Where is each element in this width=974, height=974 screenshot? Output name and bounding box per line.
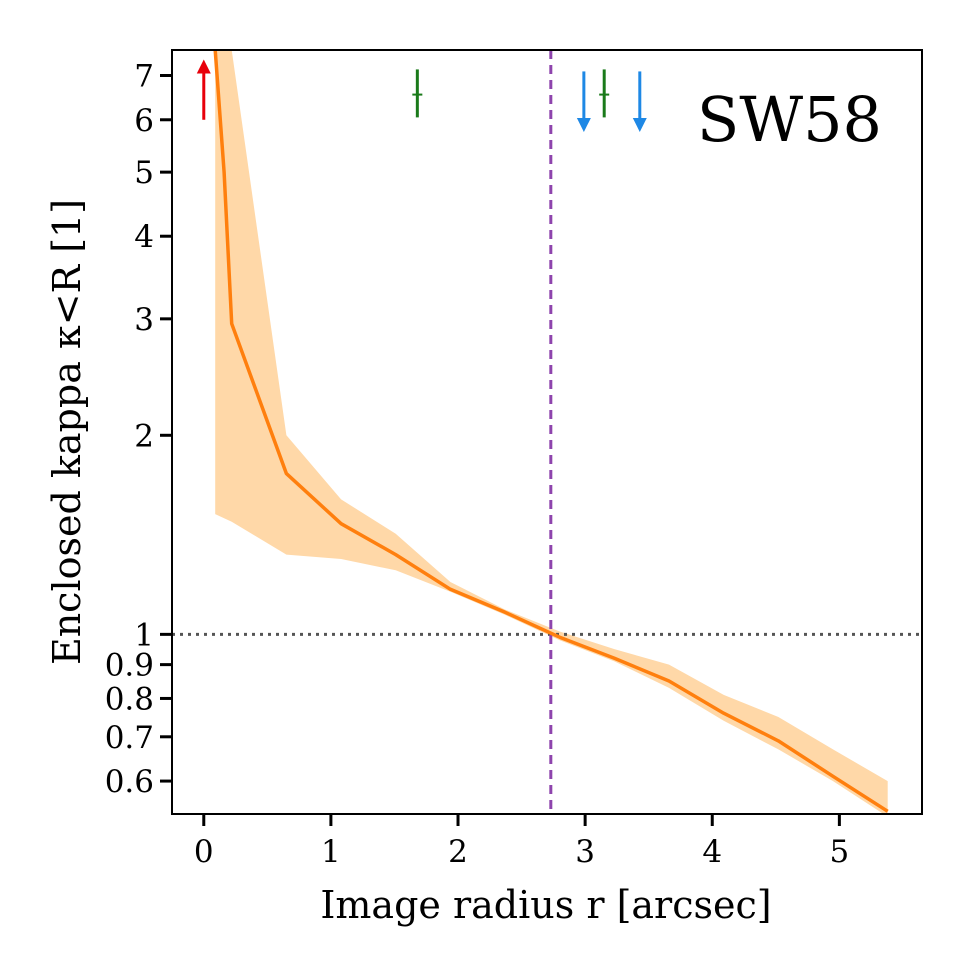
x-tick-label: 4 (702, 834, 722, 870)
x-tick-label: 0 (194, 834, 214, 870)
y-tick-label: 2 (134, 418, 154, 454)
panel-label: SW58 (697, 83, 882, 156)
arrow-down-marker-4 (633, 71, 647, 132)
y-tick-label: 5 (134, 155, 154, 191)
x-tick-label: 3 (575, 834, 595, 870)
x-tick-label: 5 (830, 834, 850, 870)
y-tick-label: 0.6 (105, 764, 154, 800)
y-tick-label: 4 (134, 219, 154, 255)
y-tick-label: 0.7 (105, 720, 154, 756)
tick-marker-3 (599, 69, 609, 117)
y-tick-label: 7 (134, 59, 154, 95)
y-tick-label: 1 (134, 617, 154, 653)
arrow-up-marker-0 (197, 60, 211, 120)
y-tick-label: 3 (134, 302, 154, 338)
x-tick-label: 2 (448, 834, 468, 870)
y-tick-label: 0.8 (105, 681, 154, 717)
x-axis-label: Image radius r [arcsec] (320, 883, 771, 927)
tick-marker-1 (412, 69, 422, 117)
y-axis-label: Enclosed kappa κ<R [1] (45, 199, 89, 665)
y-tick-label: 6 (134, 103, 154, 139)
x-tick-label: 1 (321, 834, 341, 870)
arrow-down-marker-2 (577, 71, 591, 132)
